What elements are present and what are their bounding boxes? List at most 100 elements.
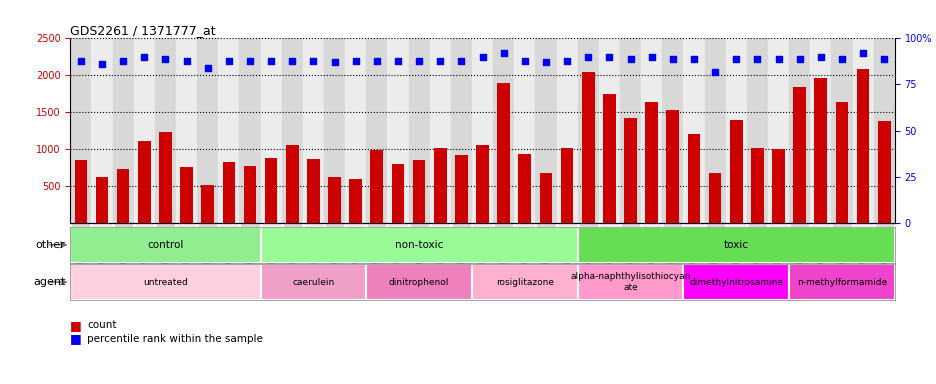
Point [834,56,849,62]
Bar [534,38,556,223]
Bar [492,38,514,223]
Bar [578,38,598,223]
Point [876,56,891,62]
Bar [475,145,489,223]
Point [327,59,342,65]
Bar [856,70,869,223]
Bar [391,164,404,223]
Point [221,58,236,64]
Bar [324,38,344,223]
Point [559,58,574,64]
Point [285,58,300,64]
Bar [433,148,446,223]
Text: agent: agent [33,277,66,287]
Bar [282,38,302,223]
Bar [176,38,197,223]
Point [665,56,680,62]
Text: caerulein: caerulein [292,278,334,286]
Bar [472,38,492,223]
Bar [349,179,361,223]
Point [770,56,785,62]
Bar [539,172,551,223]
Bar [112,38,134,223]
Bar [366,264,472,300]
Point [305,58,320,64]
Bar [472,264,578,300]
Text: non-toxic: non-toxic [394,240,443,250]
Point [179,58,194,64]
Bar [197,38,218,223]
Bar [603,94,615,223]
Bar [598,38,620,223]
Bar [260,227,578,263]
Text: other: other [36,240,66,250]
Point [749,56,764,62]
Bar [117,169,129,223]
Bar [307,159,319,223]
Text: count: count [87,320,116,330]
Point [73,58,88,64]
Bar [370,150,383,223]
Bar [260,38,282,223]
Bar [138,141,151,223]
Bar [810,38,830,223]
Bar [134,38,154,223]
Bar [408,38,430,223]
Bar [581,72,594,223]
Bar [877,121,889,223]
Point [644,54,659,60]
Point [686,56,701,62]
Bar [793,87,805,223]
Bar [497,83,509,223]
Text: ■: ■ [70,319,82,332]
Text: ■: ■ [70,332,82,345]
Bar [620,38,640,223]
Bar [708,173,721,223]
Point [812,54,827,60]
Bar [387,38,408,223]
Point [95,61,110,67]
Point [791,56,806,62]
Bar [201,185,213,223]
Bar [240,38,260,223]
Bar [243,166,256,223]
Bar [95,177,109,223]
Bar [813,78,826,223]
Point [496,50,511,56]
Point [517,58,532,64]
Point [580,54,595,60]
Bar [645,102,657,223]
Point [158,56,173,62]
Text: GDS2261 / 1371777_at: GDS2261 / 1371777_at [70,24,215,37]
Point [263,58,278,64]
Bar [75,160,87,223]
Bar [852,38,872,223]
Point [453,58,468,64]
Bar [222,162,235,223]
Text: n-methylformamide: n-methylformamide [796,278,886,286]
Point [707,68,722,74]
Point [390,58,405,64]
Bar [70,227,260,263]
Bar [366,38,387,223]
Text: dimethylnitrosamine: dimethylnitrosamine [689,278,782,286]
Bar [70,38,92,223]
Text: control: control [147,240,183,250]
Bar [788,38,810,223]
Point [432,58,447,64]
Text: percentile rank within the sample: percentile rank within the sample [87,334,263,344]
Bar [159,132,171,223]
Bar [640,38,662,223]
Text: rosiglitazone: rosiglitazone [495,278,553,286]
Bar [788,264,894,300]
Bar [218,38,240,223]
Bar [835,102,847,223]
Point [538,59,553,65]
Bar [70,264,260,300]
Bar [830,38,852,223]
Point [200,65,215,71]
Bar [328,177,341,223]
Bar [682,264,788,300]
Text: toxic: toxic [723,240,748,250]
Point [242,58,257,64]
